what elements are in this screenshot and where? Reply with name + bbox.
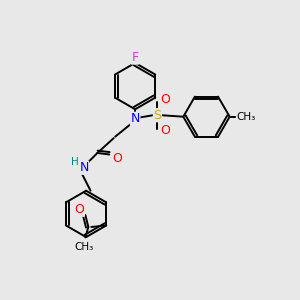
Text: O: O — [160, 93, 170, 106]
Text: CH₃: CH₃ — [236, 112, 256, 122]
Text: S: S — [153, 109, 161, 122]
Text: H: H — [71, 158, 79, 167]
Text: N: N — [130, 112, 140, 125]
Text: O: O — [113, 152, 122, 165]
Text: F: F — [132, 51, 139, 64]
Text: O: O — [160, 124, 170, 137]
Text: O: O — [74, 203, 84, 216]
Text: N: N — [79, 161, 89, 174]
Text: CH₃: CH₃ — [74, 242, 94, 252]
